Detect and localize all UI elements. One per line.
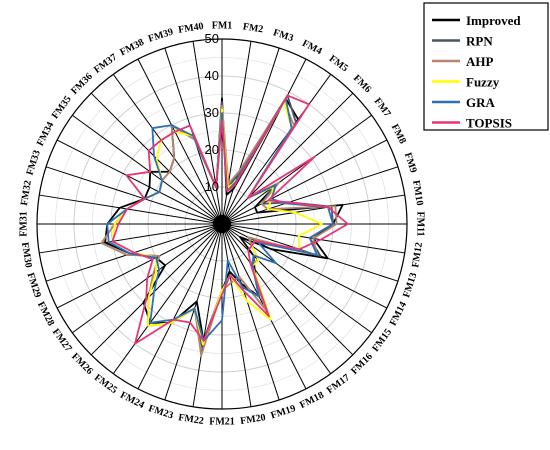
series-line-topsis — [111, 94, 349, 345]
legend: Improved RPN AHP Fuzzy GRA TOPSIS — [423, 2, 549, 131]
category-label: FM22 — [178, 412, 205, 427]
legend-label: Improved — [466, 13, 521, 28]
radial-tick-label: 30 — [205, 105, 219, 120]
spoke-line — [221, 47, 280, 225]
category-label: FM10 — [410, 180, 425, 207]
radial-tick-label: 40 — [205, 68, 219, 83]
category-label: FM18 — [298, 390, 326, 411]
radial-tick-label: 50 — [205, 31, 219, 46]
spoke-line — [164, 223, 223, 401]
category-label: FM11 — [415, 212, 426, 237]
category-label: FM12 — [410, 242, 425, 269]
spoke-line — [221, 166, 399, 225]
spoke-line — [221, 74, 332, 225]
category-label: FM34 — [35, 120, 56, 148]
spoke-line — [221, 223, 354, 356]
category-label: FM30 — [19, 242, 34, 269]
spoke-line — [221, 139, 388, 225]
spoke-line — [221, 223, 280, 401]
category-label: FM21 — [209, 417, 235, 428]
category-label: FM39 — [147, 27, 175, 45]
radar-series — [100, 94, 349, 357]
category-label: FM13 — [401, 271, 419, 299]
category-label: FM23 — [147, 403, 175, 421]
category-label: FM27 — [50, 327, 74, 354]
legend-box — [423, 2, 549, 131]
center-dot — [213, 215, 231, 233]
category-label: FM8 — [389, 122, 408, 145]
category-label: FM17 — [325, 372, 352, 396]
radial-tick-label: 10 — [205, 179, 219, 194]
spoke-line — [192, 223, 223, 407]
category-label: FM5 — [327, 53, 350, 74]
category-label: FM38 — [118, 37, 146, 58]
category-label: FM4 — [300, 38, 323, 57]
category-label: FM20 — [240, 412, 267, 427]
spoke-line — [112, 223, 223, 374]
category-label: FM6 — [351, 73, 373, 95]
spoke-line — [56, 139, 223, 225]
spoke-line — [221, 223, 332, 374]
radar-center — [213, 215, 231, 233]
category-label: FM9 — [402, 151, 419, 174]
category-label: FM7 — [372, 96, 393, 119]
legend-label: GRA — [466, 95, 496, 110]
spoke-line — [221, 223, 252, 407]
spoke-line — [45, 166, 223, 225]
spoke-line — [137, 58, 223, 225]
category-label: FM28 — [35, 300, 56, 328]
category-label: FM2 — [242, 21, 264, 35]
spoke-line — [192, 41, 223, 225]
legend-label: AHP — [466, 54, 494, 69]
category-label: FM35 — [50, 94, 74, 121]
spoke-line — [221, 92, 354, 225]
category-label: FM40 — [178, 21, 205, 36]
category-label: FM3 — [272, 27, 295, 44]
spoke-line — [221, 194, 405, 225]
legend-label: Fuzzy — [466, 75, 500, 90]
radial-tick-labels: 10 20 30 40 50 — [205, 31, 219, 194]
spoke-line — [90, 223, 223, 356]
spoke-line — [39, 223, 223, 254]
legend-label: RPN — [466, 34, 493, 49]
category-label: FM14 — [388, 300, 409, 328]
spoke-line — [221, 114, 372, 225]
spoke-line — [112, 74, 223, 225]
category-label: FM19 — [269, 403, 297, 421]
legend-label: TOPSIS — [466, 116, 512, 131]
category-label: FM31 — [19, 211, 30, 237]
category-label: FM33 — [25, 149, 43, 177]
category-label: FM24 — [118, 390, 146, 411]
spoke-line — [56, 223, 223, 309]
spoke-line — [39, 194, 223, 225]
series-line-gra — [106, 97, 334, 342]
category-label: FM32 — [19, 180, 34, 207]
spoke-line — [137, 223, 223, 390]
category-label: FM29 — [25, 271, 43, 299]
spoke-line — [221, 223, 372, 334]
radial-tick-label: 20 — [205, 142, 219, 157]
category-label: FM25 — [92, 372, 119, 396]
spoke-line — [221, 58, 307, 225]
category-label: FM1 — [212, 21, 233, 32]
category-label: FM15 — [370, 327, 394, 354]
category-label: FM37 — [92, 52, 119, 76]
spoke-line — [72, 114, 223, 225]
